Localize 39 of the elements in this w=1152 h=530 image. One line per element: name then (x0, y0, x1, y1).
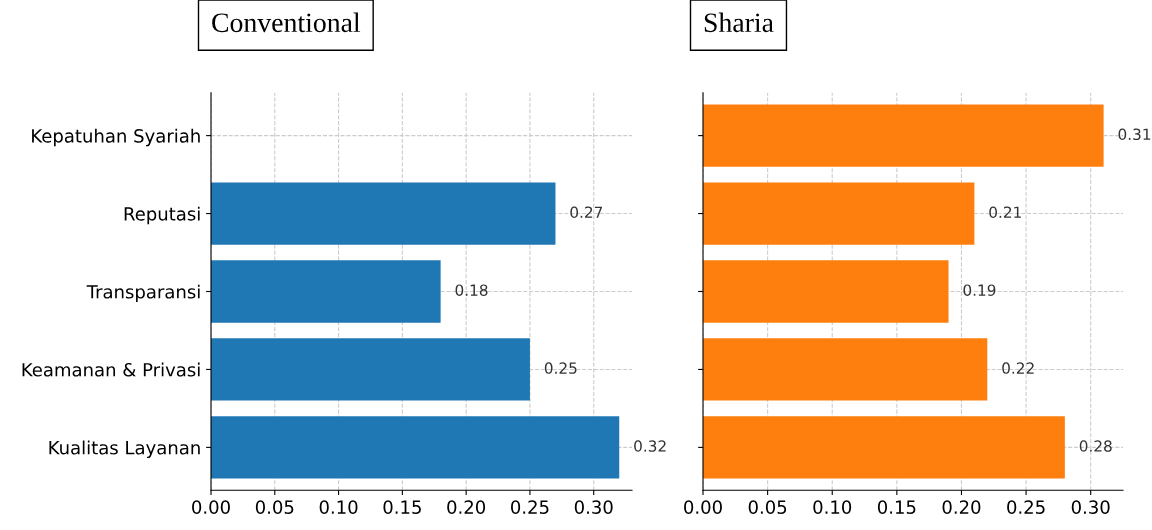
bar (703, 104, 1104, 167)
bar (703, 260, 949, 323)
text: 0.25 (1007, 500, 1045, 514)
bar (211, 260, 441, 323)
chart-title: Conventional (212, 12, 361, 33)
bar (211, 416, 620, 479)
bar (211, 338, 530, 401)
y-tick-label: Kepatuhan Syariah (32, 128, 200, 147)
text: 0.30 (1071, 500, 1110, 514)
bar (703, 338, 988, 401)
data-label: 0.28 (1079, 440, 1112, 452)
data-label: 0.18 (455, 284, 488, 296)
text: 0.00 (684, 500, 722, 514)
text: 0.05 (748, 500, 787, 514)
text: 0.15 (877, 500, 916, 514)
bar (703, 416, 1065, 479)
data-label: 0.19 (963, 284, 996, 296)
data-label: 0.27 (570, 206, 603, 218)
data-label: 0.32 (634, 440, 666, 452)
chart-title: Sharia (704, 12, 774, 33)
bar (211, 182, 556, 245)
data-label: 0.21 (989, 206, 1021, 218)
data-label: 0.22 (1002, 362, 1034, 374)
text: 0.20 (447, 500, 486, 514)
y-tick-label: Transparansi (86, 284, 200, 303)
text: 0.20 (942, 500, 981, 514)
text: 0.25 (511, 500, 549, 514)
text: 0.30 (574, 500, 613, 514)
text: 0.15 (383, 500, 421, 514)
y-tick-label: Keamanan & Privasi (22, 362, 200, 377)
text: 0.10 (813, 500, 852, 514)
y-tick-label: Kualitas Layanan (49, 440, 200, 458)
text: 0.00 (192, 500, 230, 514)
y-tick-label: Reputasi (124, 206, 200, 225)
text: 0.10 (319, 500, 358, 514)
text: 0.05 (255, 500, 294, 514)
data-label: 0.25 (544, 362, 577, 374)
bar (703, 182, 975, 245)
data-label: 0.31 (1118, 128, 1151, 141)
